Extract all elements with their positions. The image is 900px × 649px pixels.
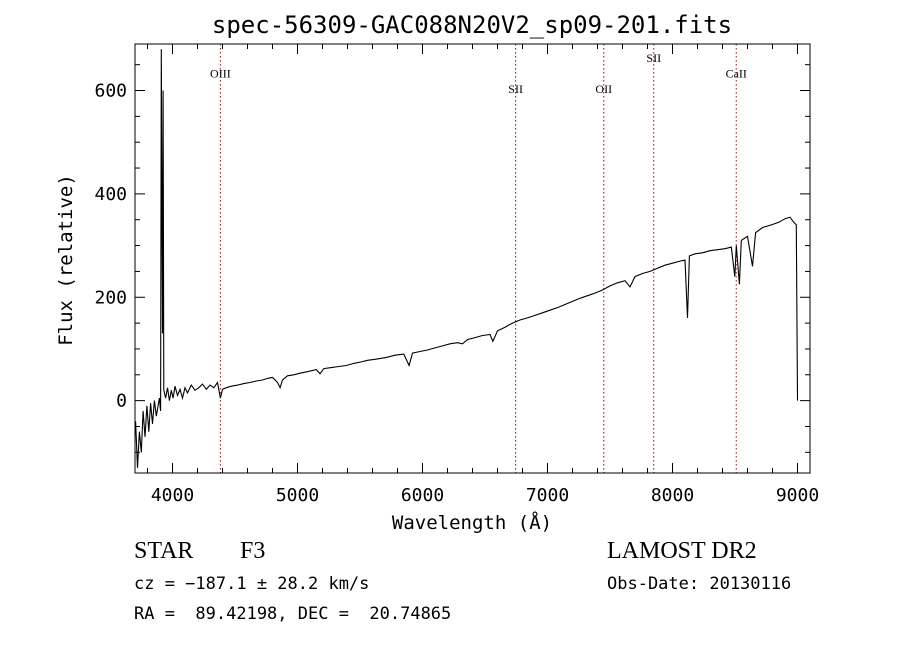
- object-type: STAR: [134, 538, 194, 564]
- x-tick-label: 4000: [151, 485, 194, 506]
- x-tick-label: 5000: [276, 485, 319, 506]
- x-tick-label: 6000: [401, 485, 444, 506]
- y-axis-label: Flux (relative): [55, 174, 77, 346]
- line-marker-label: OIII: [210, 67, 231, 81]
- y-tick-label: 200: [94, 287, 127, 308]
- coordinates-readout: RA = 89.42198, DEC = 20.74865: [134, 604, 452, 624]
- y-tick-label: 600: [94, 81, 127, 102]
- x-axis-label: Wavelength (Å): [392, 511, 552, 534]
- observation-date: Obs-Date: 20130116: [607, 574, 792, 594]
- line-marker-label: OII: [595, 82, 612, 96]
- survey-name: LAMOST DR2: [607, 538, 757, 564]
- chart-title: spec-56309-GAC088N20V2_sp09-201.fits: [212, 11, 732, 39]
- velocity-readout: cz = −187.1 ± 28.2 km/s: [134, 574, 370, 594]
- spectrum-line: [135, 49, 799, 468]
- line-marker-label: SII: [646, 51, 661, 65]
- x-tick-label: 8000: [651, 485, 694, 506]
- spectral-subclass: F3: [240, 538, 266, 564]
- plot-frame: [134, 43, 811, 474]
- y-tick-label: 0: [116, 391, 127, 412]
- x-tick-label: 9000: [776, 485, 819, 506]
- x-tick-label: 7000: [526, 485, 569, 506]
- y-tick-label: 400: [94, 184, 127, 205]
- line-marker-label: CaII: [726, 67, 747, 81]
- line-marker-label: SII: [508, 82, 523, 96]
